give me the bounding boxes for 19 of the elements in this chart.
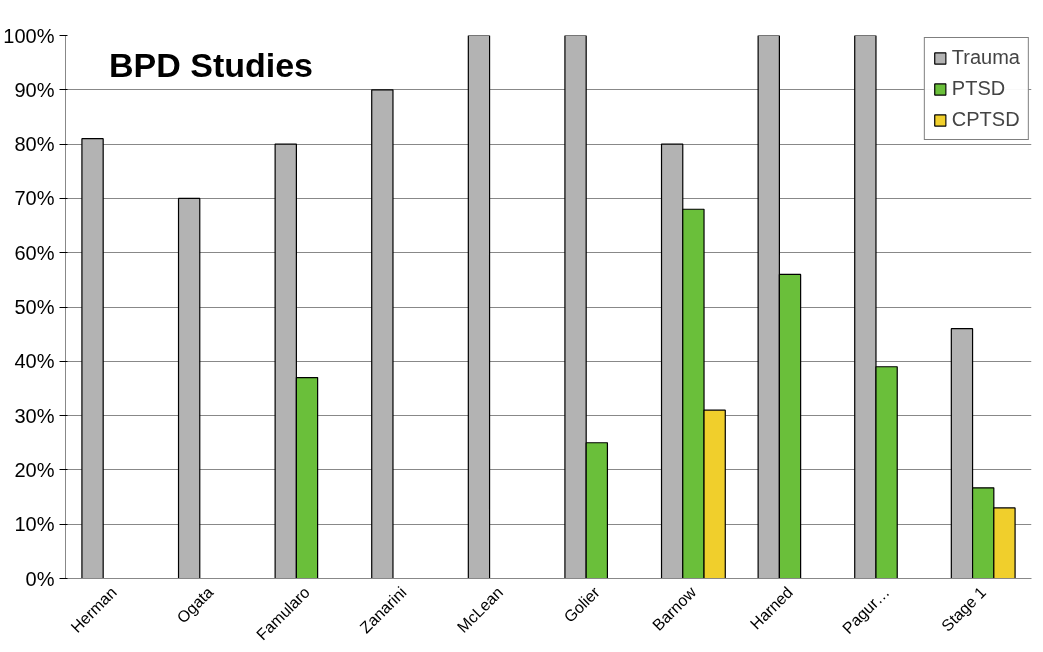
y-tick-label: 70% <box>14 187 55 210</box>
bar <box>81 138 104 579</box>
y-tick-label: 80% <box>14 133 55 156</box>
y-tick-label: 0% <box>25 567 55 590</box>
legend-label: CPTSD <box>951 108 1020 131</box>
y-tick-label: 100% <box>3 24 55 47</box>
y-tick-label: 60% <box>14 241 55 264</box>
y-tick-label: 20% <box>14 458 55 481</box>
bar <box>177 197 201 579</box>
chart-title: BPD Studies <box>108 46 314 85</box>
y-tick-label: 40% <box>14 350 55 373</box>
y-tick-label: 90% <box>14 78 55 101</box>
y-tick-label: 50% <box>14 296 55 318</box>
bar <box>371 89 394 579</box>
legend-label: PTSD <box>951 77 1006 100</box>
y-tick-label: 30% <box>14 404 55 427</box>
legend-label: Trauma <box>951 46 1020 69</box>
bar <box>467 35 491 579</box>
y-tick-label: 10% <box>14 513 55 536</box>
